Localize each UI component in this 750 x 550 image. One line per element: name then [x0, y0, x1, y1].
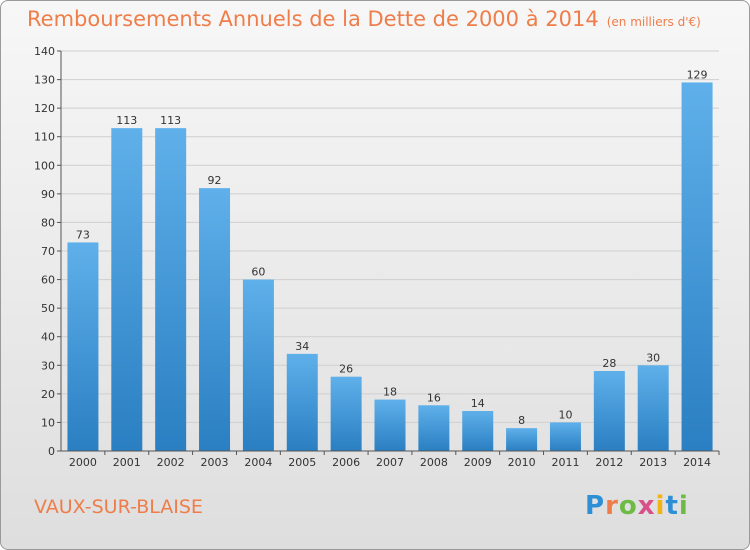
y-tick-label: 10 — [41, 416, 55, 429]
logo-letter: t — [665, 491, 679, 521]
bar-value-label: 16 — [427, 391, 441, 404]
bar-value-label: 8 — [518, 414, 525, 427]
bar — [286, 353, 318, 451]
y-tick-label: 80 — [41, 216, 55, 229]
bar — [462, 411, 494, 451]
title-text: Remboursements Annuels de la Dette de 20… — [27, 7, 599, 31]
bars: 73 113 113 92 60 34 26 18 16 14 8 10 28 30 129 — [67, 68, 713, 451]
bar-value-label: 10 — [558, 408, 572, 421]
bar-value-label: 129 — [687, 68, 708, 81]
y-tick-label: 100 — [34, 159, 55, 172]
y-tick-label: 50 — [41, 302, 55, 315]
bar — [330, 376, 362, 451]
x-axis: 2000 2001 2002 2003 2004 2005 2006 2007 2008 2009… — [61, 450, 720, 469]
chart-subtitle: (en milliers d'€) — [606, 15, 701, 29]
bar — [418, 405, 450, 451]
logo-letter: r — [605, 491, 619, 521]
x-tick-label: 2006 — [332, 456, 360, 469]
bar-value-label: 73 — [76, 228, 90, 241]
bar-value-label: 92 — [208, 174, 222, 187]
bar — [111, 128, 143, 451]
logo-letter: i — [655, 491, 666, 521]
bar-value-label: 26 — [339, 363, 353, 376]
y-tick-label: 140 — [34, 45, 55, 58]
bar — [374, 399, 406, 451]
bar — [593, 371, 625, 451]
x-tick-label: 2014 — [683, 456, 711, 469]
logo-letter: i — [678, 491, 689, 521]
x-tick-label: 2013 — [639, 456, 667, 469]
bar — [199, 188, 231, 451]
y-tick-label: 130 — [34, 74, 55, 87]
y-tick-label: 40 — [41, 331, 55, 344]
y-tick-label: 0 — [48, 445, 55, 458]
bar-value-label: 18 — [383, 386, 397, 399]
bar-value-label: 113 — [116, 114, 137, 127]
x-tick-label: 2010 — [508, 456, 536, 469]
x-tick-label: 2008 — [420, 456, 448, 469]
y-tick-label: 30 — [41, 359, 55, 372]
proxiti-logo: Proxiti — [585, 491, 689, 521]
x-tick-label: 2003 — [201, 456, 229, 469]
bar-value-label: 34 — [295, 340, 309, 353]
bar — [681, 82, 713, 451]
y-tick-label: 20 — [41, 388, 55, 401]
x-tick-label: 2004 — [244, 456, 272, 469]
logo-letter: P — [585, 491, 606, 521]
bar-value-label: 113 — [160, 114, 181, 127]
x-tick-label: 2009 — [464, 456, 492, 469]
chart-title: Remboursements Annuels de la Dette de 20… — [27, 7, 701, 31]
commune-name: VAUX-SUR-BLAISE — [34, 496, 203, 518]
x-tick-label: 2011 — [551, 456, 579, 469]
bar-value-label: 60 — [251, 266, 265, 279]
x-tick-label: 2000 — [69, 456, 97, 469]
bar-value-label: 28 — [602, 357, 616, 370]
logo-letter: x — [637, 491, 656, 521]
x-tick-label: 2001 — [113, 456, 141, 469]
x-tick-label: 2012 — [595, 456, 623, 469]
bar — [506, 428, 538, 451]
x-tick-label: 2005 — [288, 456, 316, 469]
y-tick-label: 110 — [34, 131, 55, 144]
x-tick-label: 2002 — [157, 456, 185, 469]
y-tick-label: 120 — [34, 102, 55, 115]
bar — [637, 365, 669, 451]
bar — [155, 128, 187, 451]
bar — [67, 242, 99, 451]
y-axis: 0 10 20 30 40 50 60 70 80 90 100 110 120 130 140 — [34, 45, 62, 458]
x-tick-label: 2007 — [376, 456, 404, 469]
bar-value-label: 14 — [471, 397, 485, 410]
y-tick-label: 60 — [41, 274, 55, 287]
y-tick-label: 90 — [41, 188, 55, 201]
logo-letter: o — [618, 491, 638, 521]
bar-value-label: 30 — [646, 351, 660, 364]
bar — [549, 422, 581, 451]
y-tick-label: 70 — [41, 245, 55, 258]
bar — [242, 279, 274, 451]
